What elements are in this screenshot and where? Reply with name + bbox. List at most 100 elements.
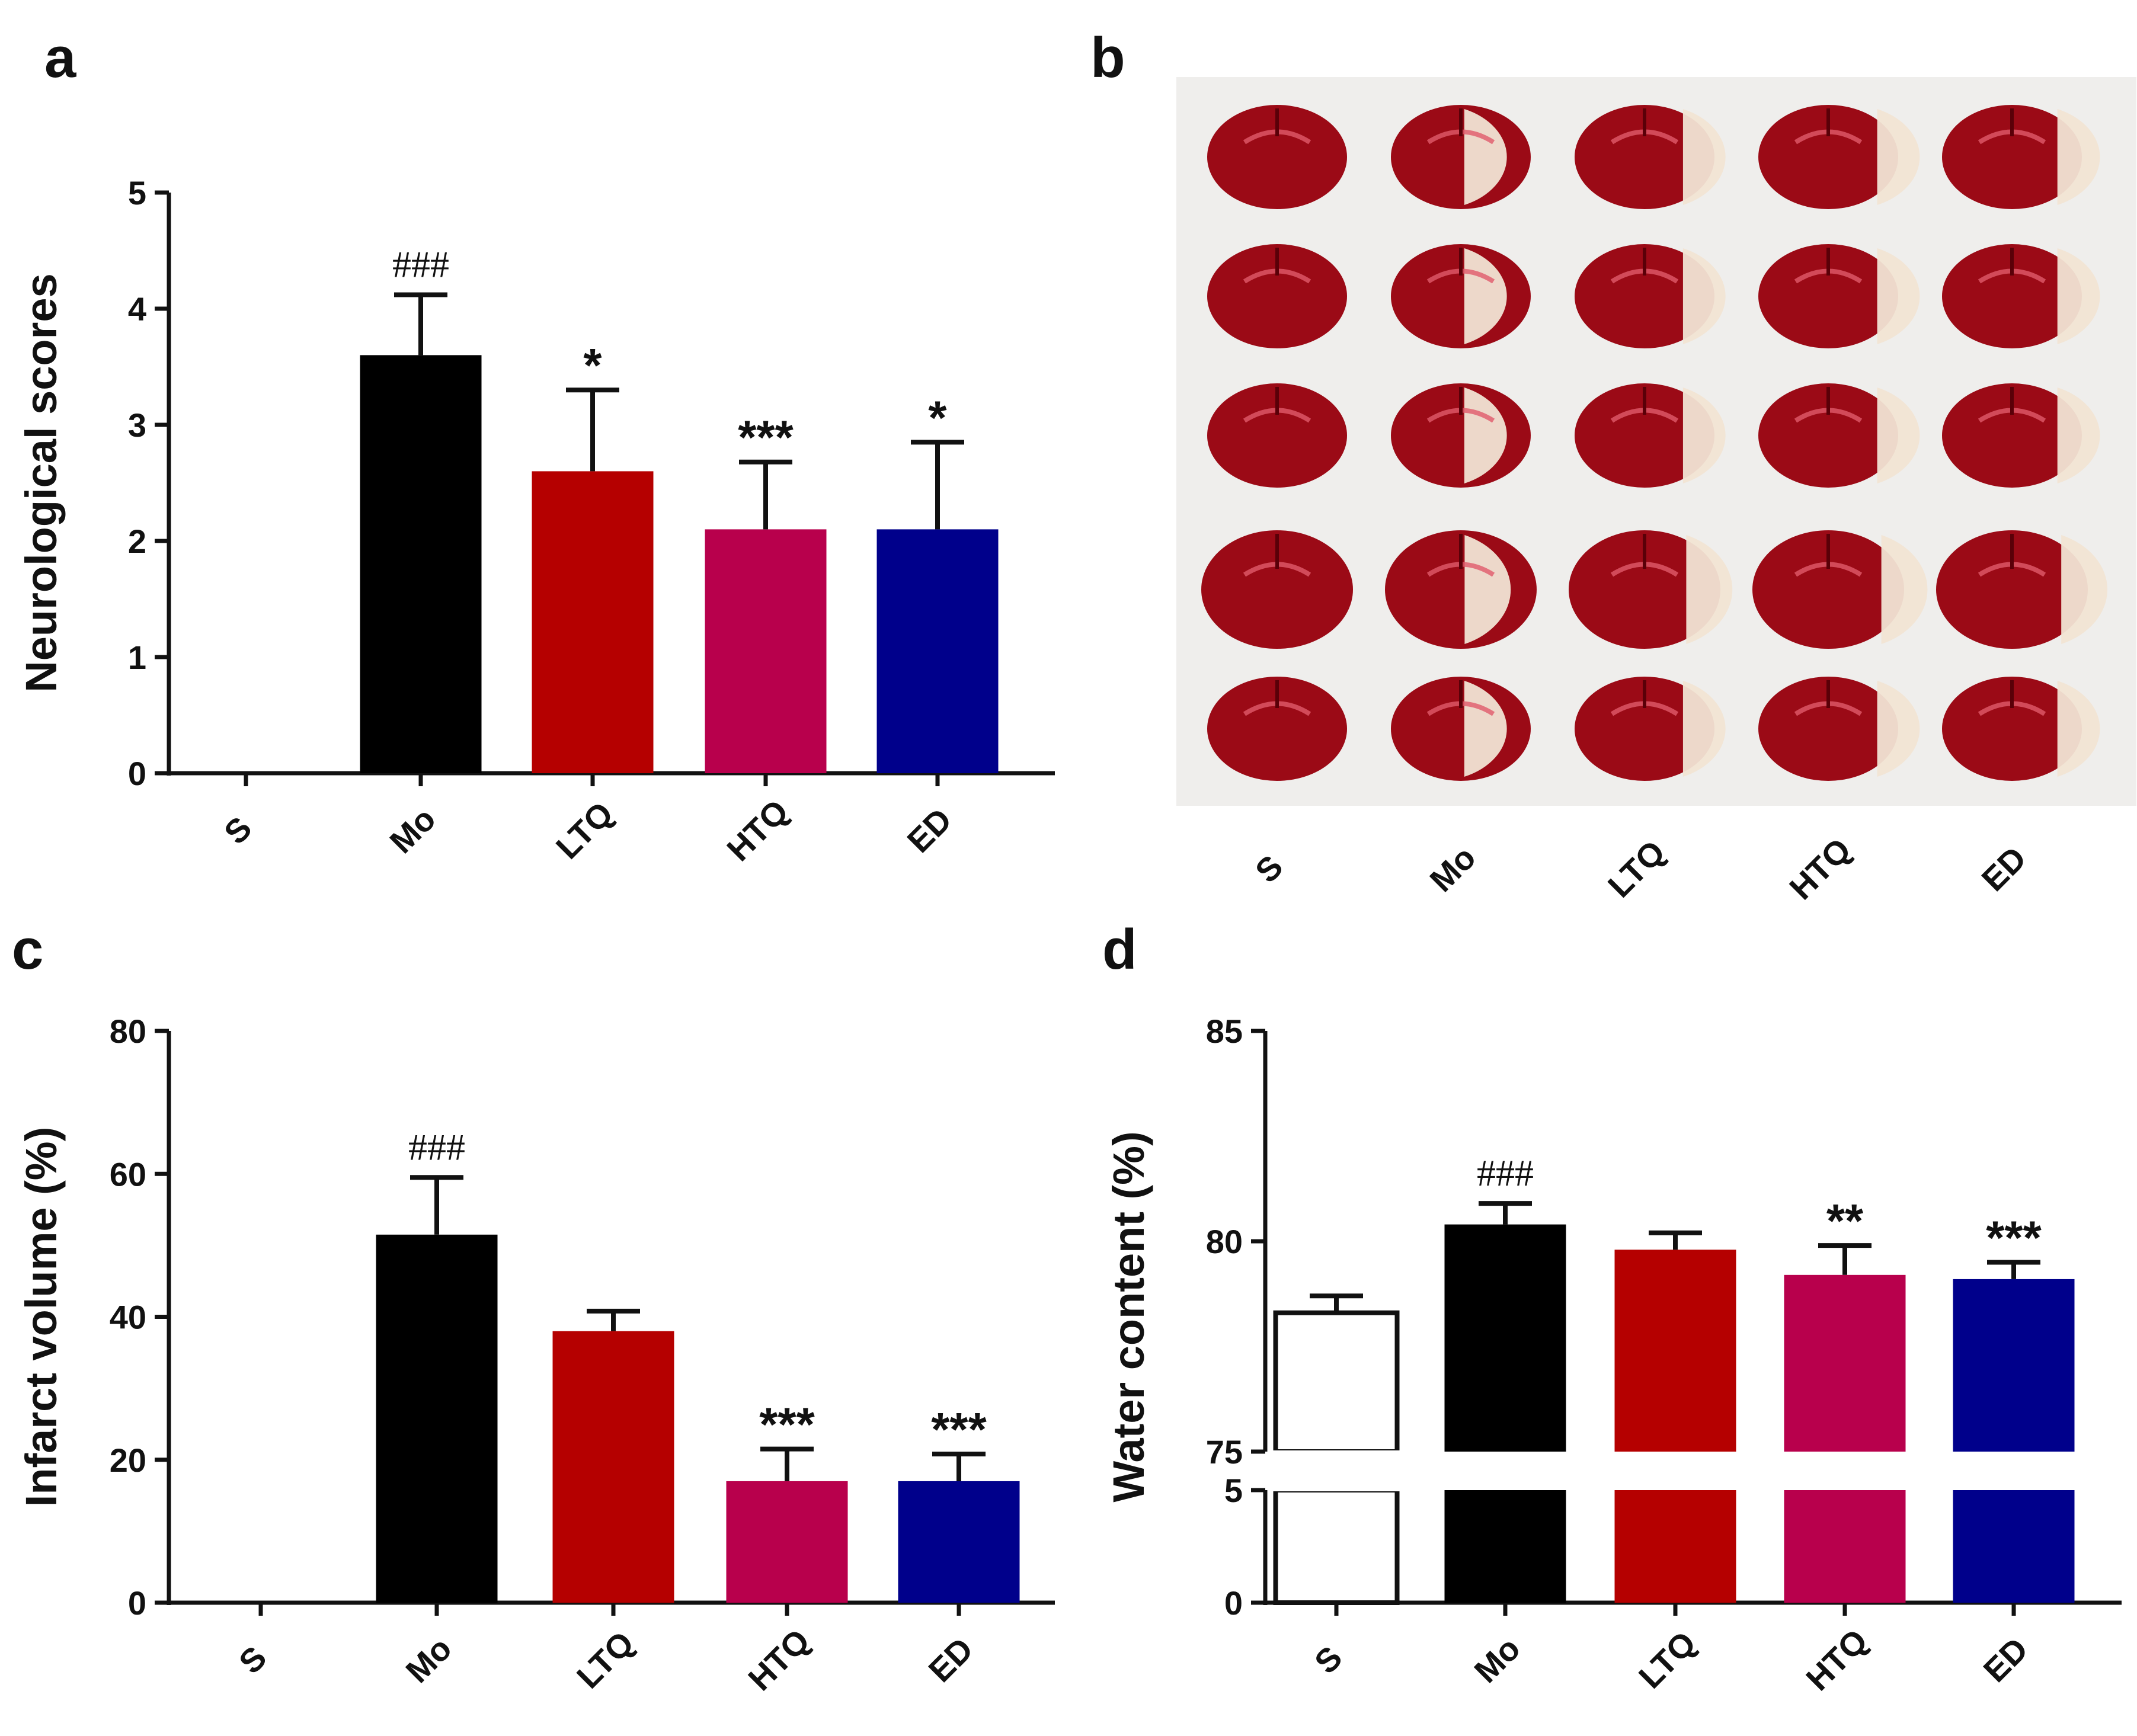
brain-slice-htq-2 (1758, 244, 1920, 348)
panel-b-group-labels: S Mo LTQ HTQ ED (1248, 831, 2033, 907)
y-axis-title-a: Neurological scores (17, 273, 66, 692)
panel-letter-c: c (12, 918, 43, 981)
bar-d-s-lower (1273, 1488, 1400, 1605)
bar-a-ltq (532, 471, 654, 773)
ytick-label-d-80: 80 (1206, 1223, 1243, 1260)
y-axis-title-c: Infarct volume (%) (17, 1127, 66, 1507)
bar-d-mo-upper (1444, 1224, 1566, 1452)
ytick-label-a-0: 0 (128, 755, 146, 792)
slice-grid (1201, 105, 2108, 781)
brain-slice-ed-5 (1942, 677, 2100, 781)
brain-slice-htq-4 (1752, 530, 1928, 649)
brain-slice-ltq-2 (1575, 244, 1726, 348)
category-label-d-ed: ED (1976, 1630, 2035, 1689)
panel-b-label-htq: HTQ (1782, 831, 1858, 907)
brain-slice-s-3 (1207, 383, 1347, 488)
ytick-label-c-80: 80 (110, 1013, 146, 1050)
ytick-label-a-3: 3 (128, 406, 146, 444)
annotation-a-htq: *** (738, 411, 794, 464)
bar-d-ltq-upper (1614, 1250, 1736, 1452)
brain-slice-ed-2 (1942, 244, 2100, 348)
brain-slice-mo-5 (1391, 677, 1531, 781)
y-axis-title-d: Water content (%) (1104, 1131, 1153, 1502)
annotation-d-mo: ### (1477, 1152, 1534, 1194)
ytick-label-a-4: 4 (128, 290, 146, 328)
category-label-c-htq: HTQ (741, 1622, 817, 1697)
bar-d-htq-lower (1784, 1490, 1906, 1603)
brain-slice-ltq-5 (1575, 677, 1726, 781)
category-label-c-ed: ED (921, 1630, 980, 1689)
brain-slice-s-1 (1207, 105, 1347, 209)
annotation-c-htq: *** (759, 1398, 815, 1451)
annotation-a-mo: ### (392, 243, 449, 285)
brain-slice-s-2 (1207, 244, 1347, 348)
bar-d-mo-lower (1444, 1490, 1566, 1603)
category-label-a-htq: HTQ (719, 792, 795, 868)
brain-slice-htq-3 (1758, 383, 1920, 488)
category-label-d-htq: HTQ (1799, 1622, 1874, 1697)
panel-letter-b: b (1090, 26, 1125, 89)
brain-slice-ltq-1 (1575, 105, 1726, 209)
ytick-label-c-0: 0 (128, 1584, 146, 1622)
category-label-c-ltq: LTQ (570, 1624, 641, 1696)
panel-b-label-s: S (1248, 848, 1290, 890)
bar-a-ed (876, 529, 999, 773)
brain-slice-htq-5 (1758, 677, 1920, 781)
category-label-c-mo: Mo (398, 1629, 459, 1690)
category-label-c-s: S (232, 1639, 274, 1681)
annotation-a-ed: * (928, 391, 947, 444)
chart-infarct-volume: 0 20 40 60 80 Infarct volume (%) S ### Mo LTQ *** H… (17, 1013, 1055, 1697)
ytick-label-d-5: 5 (1224, 1472, 1243, 1509)
bar-d-htq-upper (1784, 1274, 1906, 1452)
ytick-label-d-0: 0 (1224, 1584, 1243, 1622)
annotation-d-htq: ** (1826, 1194, 1864, 1247)
bar-d-s-break-gap (1272, 1450, 1401, 1491)
bar-a-htq (705, 529, 827, 773)
brain-slice-htq-1 (1758, 105, 1920, 209)
panel-b-label-mo: Mo (1422, 838, 1483, 899)
bar-c-ltq (552, 1331, 674, 1603)
ytick-label-a-2: 2 (128, 523, 146, 560)
ytick-label-d-75: 75 (1206, 1433, 1243, 1471)
category-label-d-mo: Mo (1467, 1629, 1527, 1690)
ytick-label-c-20: 20 (110, 1442, 146, 1479)
bar-c-mo (376, 1234, 498, 1603)
brain-slice-ltq-3 (1575, 383, 1726, 488)
brain-slice-ed-4 (1936, 530, 2108, 649)
brain-slice-s-4 (1201, 530, 1353, 649)
ytick-label-d-85: 85 (1206, 1013, 1243, 1050)
brain-slice-mo-3 (1391, 383, 1531, 488)
ytick-label-c-40: 40 (110, 1299, 146, 1336)
category-label-a-s: S (217, 809, 259, 851)
annotation-c-mo: ### (408, 1126, 465, 1168)
brain-slice-ltq-4 (1569, 530, 1733, 649)
bar-d-ed-upper (1953, 1279, 2075, 1452)
brain-slices-photo: S Mo LTQ HTQ ED (1176, 77, 2136, 907)
category-label-a-mo: Mo (382, 800, 443, 860)
bar-d-ed-lower (1953, 1490, 2075, 1603)
bar-d-s-upper (1273, 1310, 1400, 1454)
brain-slice-ed-1 (1942, 105, 2100, 209)
chart-water-content: 0 575 80 85 Water content (%) S ### Mo LTQ ** HTQ *… (1104, 1013, 2122, 1697)
category-label-a-ed: ED (900, 800, 959, 860)
brain-slice-mo-4 (1385, 530, 1537, 649)
category-label-a-ltq: LTQ (549, 795, 620, 866)
brain-slice-s-5 (1207, 677, 1347, 781)
brain-slice-mo-2 (1391, 244, 1531, 348)
panel-b-label-ltq: LTQ (1601, 833, 1672, 905)
brain-slice-mo-1 (1391, 105, 1531, 209)
annotation-c-ed: *** (931, 1403, 987, 1456)
category-label-d-ltq: LTQ (1631, 1624, 1703, 1696)
ytick-label-a-1: 1 (128, 639, 146, 676)
bar-c-htq (726, 1481, 848, 1603)
panel-b-label-ed: ED (1974, 839, 2033, 898)
bar-c-ed (898, 1481, 1020, 1603)
brain-slice-ed-3 (1942, 383, 2100, 488)
category-label-d-s: S (1307, 1639, 1349, 1681)
bar-d-ltq-lower (1614, 1490, 1736, 1603)
bar-a-mo (360, 355, 482, 773)
panel-letter-d: d (1102, 918, 1137, 981)
chart-neurological-scores: 0 1 2 3 4 5 Neurological scores S ### Mo * LTQ *** HT… (17, 174, 1055, 868)
ytick-label-c-60: 60 (110, 1155, 146, 1193)
